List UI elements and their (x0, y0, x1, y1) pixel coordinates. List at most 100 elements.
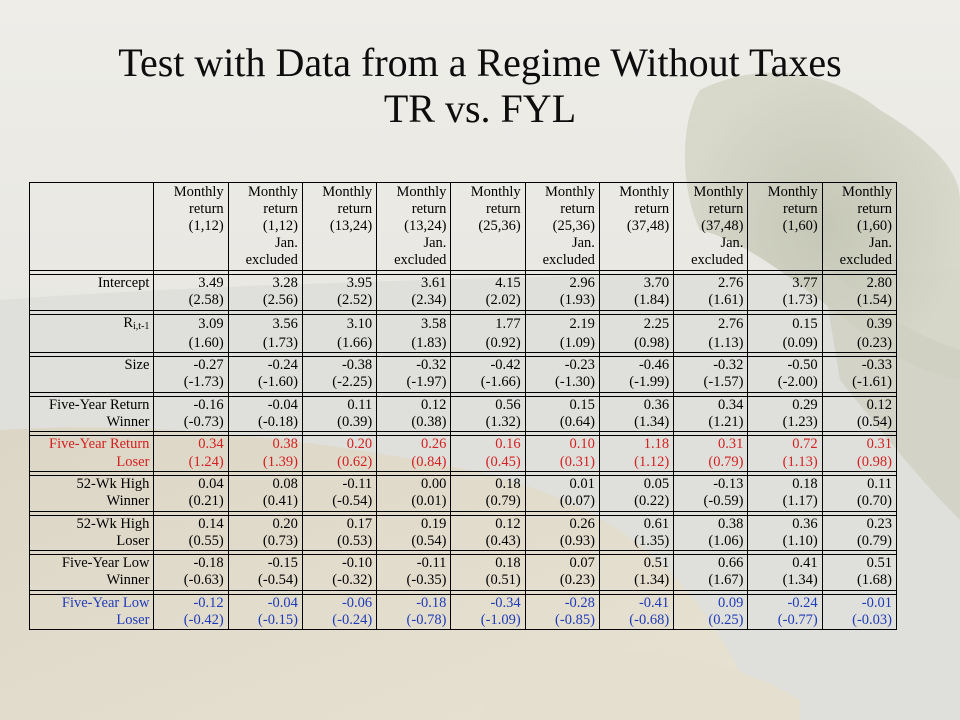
coefficient-row: Five-Year Return -0.16 -0.04 0.11 0.12 0.56 0.… (28, 395, 898, 415)
coefficient-cell: 3.10 (301, 313, 378, 335)
t-statistic-cell: (1.84) (598, 292, 675, 311)
coefficient-cell: -0.24 (227, 356, 303, 375)
t-statistic-cell: (0.31) (524, 453, 600, 472)
row-label: Size (28, 356, 155, 375)
coefficient-cell: 0.26 (524, 514, 600, 533)
coefficient-cell: -0.13 (673, 474, 749, 494)
t-statistic-cell: (1.83) (376, 334, 452, 354)
t-statistic-cell: (1.61) (673, 292, 749, 311)
row-label-second-line: Winner (28, 493, 155, 512)
t-statistic-row: Winner (-0.63) (-0.54) (-0.32) (-0.35) (0.51)… (28, 572, 898, 591)
t-statistic-cell: (2.58) (153, 292, 229, 311)
column-header-line4: Jan. (571, 235, 595, 251)
coefficient-cell: -0.04 (227, 593, 303, 613)
coefficient-cell: 0.00 (376, 474, 452, 494)
coefficient-cell: -0.11 (376, 554, 452, 573)
t-statistic-cell: (-0.59) (673, 493, 749, 512)
header-corner (28, 182, 155, 271)
coefficient-cell: 0.12 (376, 395, 452, 415)
coefficient-cell: -0.50 (747, 356, 823, 375)
coefficient-cell: -0.23 (524, 356, 600, 375)
coefficient-cell: 3.09 (153, 313, 229, 335)
column-header-line5: excluded (245, 252, 298, 268)
t-statistic-cell: (1.13) (673, 334, 749, 354)
row-label-text: R (123, 314, 134, 331)
coefficient-cell: 3.77 (747, 274, 823, 293)
t-statistic-cell: (1.10) (747, 532, 823, 552)
t-statistic-cell: (-1.66) (450, 374, 526, 393)
column-header-line2: return (560, 201, 595, 217)
coefficient-cell: 0.12 (821, 395, 898, 415)
coefficient-cell: 0.51 (821, 554, 898, 573)
column-header-line4: ​ (750, 235, 817, 252)
t-statistic-cell: (-1.60) (227, 374, 303, 393)
coefficient-cell: 0.19 (376, 514, 452, 533)
t-statistic-cell: (0.23) (821, 334, 898, 354)
coefficient-cell: -0.41 (598, 593, 675, 613)
t-statistic-cell: (0.39) (301, 414, 378, 433)
column-header-line3: (1,12) (262, 218, 298, 234)
coefficient-cell: 0.18 (450, 554, 526, 573)
t-statistic-cell: (0.73) (227, 532, 303, 552)
column-header-line3: (1,12) (188, 218, 224, 234)
coefficient-cell: -0.15 (227, 554, 303, 573)
t-statistic-cell: (1.93) (524, 292, 600, 311)
t-statistic-row: Loser (1.24) (1.39) (0.62) (0.84) (0.45) (0.31… (28, 453, 898, 472)
coefficient-cell: -0.46 (598, 356, 675, 375)
coefficient-cell: 0.20 (301, 435, 378, 454)
t-statistic-cell: (0.53) (301, 532, 378, 552)
t-statistic-cell: (0.09) (747, 334, 823, 354)
coefficient-cell: 3.95 (301, 274, 378, 293)
coefficient-cell: 0.11 (301, 395, 378, 415)
row-label: Five-Year Low (28, 593, 155, 613)
row-label: Five-Year Return (28, 395, 155, 415)
coefficient-row: Size -0.27 -0.24 -0.38 -0.32 -0.42 -0.23 -0.46-… (28, 356, 898, 375)
row-label-second-line: ​ (28, 292, 155, 311)
t-statistic-cell: (0.79) (673, 453, 749, 472)
t-statistic-cell: (0.62) (301, 453, 378, 472)
t-statistic-cell: (-0.85) (524, 612, 600, 631)
coefficient-cell: -0.32 (376, 356, 452, 375)
coefficient-cell: -0.42 (450, 356, 526, 375)
table-body: Intercept 3.49 3.28 3.95 3.61 4.15 2.96 3.70 2.7… (28, 270, 898, 631)
t-statistic-cell: (0.51) (450, 572, 526, 591)
coefficient-cell: 0.17 (301, 514, 378, 533)
t-statistic-cell: (-0.03) (821, 612, 898, 631)
t-statistic-cell: (0.70) (821, 493, 898, 512)
t-statistic-cell: (1.66) (301, 334, 378, 354)
column-header-line2: return (263, 201, 298, 217)
row-label-text: 52-Wk High (76, 475, 150, 492)
t-statistic-cell: (2.02) (450, 292, 526, 311)
coefficient-cell: -0.33 (821, 356, 898, 375)
coefficient-cell: 0.31 (673, 435, 749, 454)
coefficient-cell: 3.28 (227, 274, 303, 293)
t-statistic-cell: (0.38) (376, 414, 452, 433)
column-header-line2: return (783, 201, 818, 217)
t-statistic-cell: (2.52) (301, 292, 378, 311)
coefficient-cell: 0.36 (598, 395, 675, 415)
t-statistic-cell: (0.84) (376, 453, 452, 472)
row-label-second-line: Loser (28, 453, 155, 472)
t-statistic-row: ​(2.58)(2.56)(2.52)(2.34)(2.02)(1.93)(1.… (28, 292, 898, 311)
coefficient-cell: 0.05 (598, 474, 675, 494)
coefficient-cell: -0.18 (153, 554, 229, 573)
row-label-text: Five-Year Low (61, 594, 150, 611)
t-statistic-cell: (1.23) (747, 414, 823, 433)
coefficient-cell: 0.31 (821, 435, 898, 454)
column-header-line4: Jan. (423, 235, 447, 251)
coefficient-cell: 0.09 (673, 593, 749, 613)
coefficient-cell: 2.96 (524, 274, 600, 293)
t-statistic-cell: (1.68) (821, 572, 898, 591)
coefficient-cell: 2.19 (524, 313, 600, 335)
coefficient-cell: -0.24 (747, 593, 823, 613)
column-header-line5: ​ (156, 252, 223, 269)
column-header-line5: excluded (542, 252, 595, 268)
column-header-line5: excluded (839, 252, 892, 268)
column-header-line4: ​ (156, 235, 223, 252)
coefficient-cell: 0.16 (450, 435, 526, 454)
coefficient-cell: 0.23 (821, 514, 898, 533)
column-header-line1: Monthly (693, 184, 744, 200)
